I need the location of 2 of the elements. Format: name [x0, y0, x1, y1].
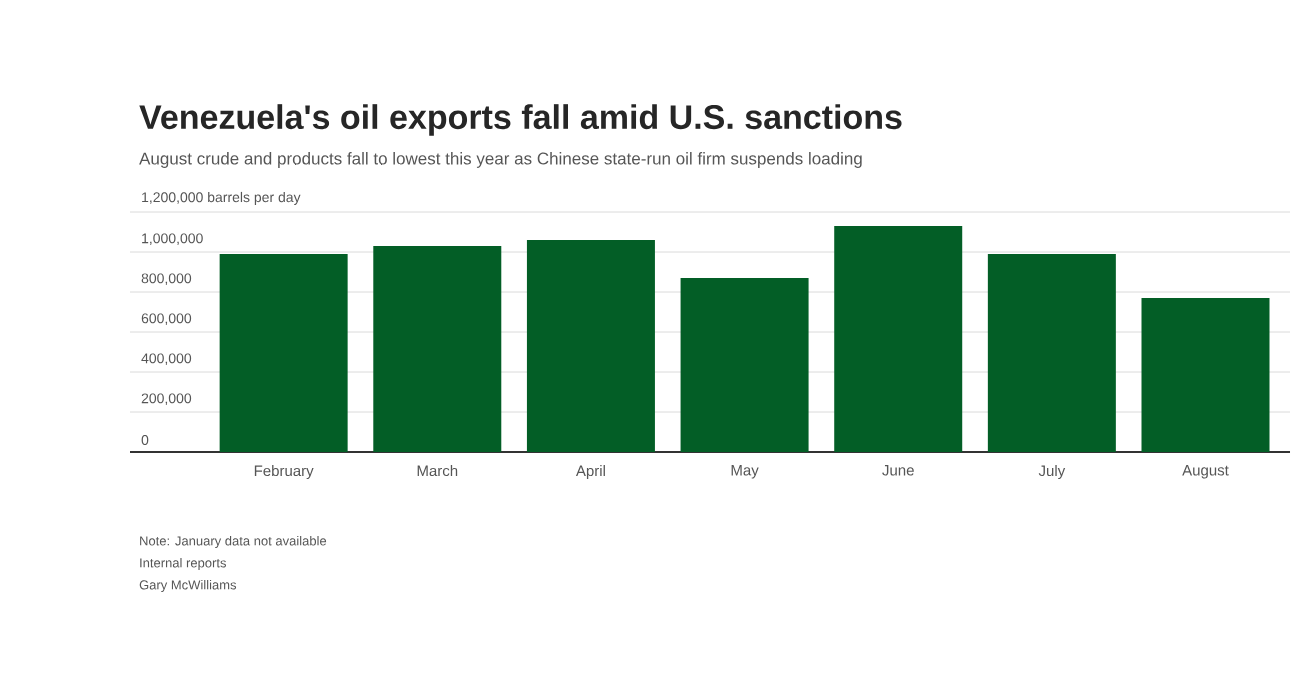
chart-subtitle: August crude and products fall to lowest this year as Chinese state-run oil firm suspends loading	[139, 152, 862, 168]
chart-title: Venezuela's oil exports fall amid U.S. sanctions	[139, 104, 902, 136]
